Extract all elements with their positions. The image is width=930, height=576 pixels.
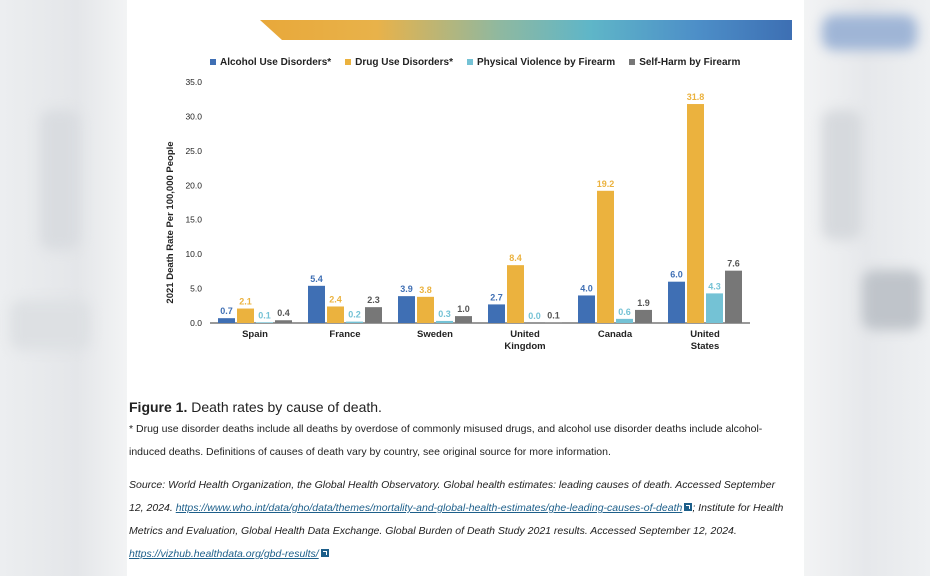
bar (597, 190, 614, 323)
y-tick-label: 5.0 (190, 284, 202, 294)
figure-source: Source: World Health Organization, the G… (129, 474, 789, 566)
legend-label: Drug Use Disorders* (355, 56, 453, 68)
data-label: 2.3 (367, 295, 380, 305)
data-label: 2.7 (490, 292, 503, 302)
bar (417, 296, 434, 323)
figure-label: Figure 1. (129, 399, 188, 415)
data-label: 0.2 (348, 310, 361, 320)
data-label: 7.6 (727, 259, 740, 269)
legend-item-selfharm: Self-Harm by Firearm (629, 57, 740, 68)
data-label: 1.9 (637, 298, 650, 308)
legend-swatch (210, 59, 216, 65)
bar (616, 318, 633, 323)
data-label: 0.6 (618, 307, 631, 317)
legend-item-drug: Drug Use Disorders* (345, 57, 453, 68)
bar (725, 270, 742, 323)
chart-legend: Alcohol Use Disorders* Drug Use Disorder… (210, 55, 740, 69)
header-banner (260, 20, 792, 40)
blurred-shape (822, 15, 917, 50)
bar (436, 320, 453, 323)
y-tick-label: 20.0 (185, 180, 202, 190)
y-axis-label: 2021 Death Rate Per 100,000 People (165, 141, 176, 303)
x-tick-label: France (329, 329, 360, 340)
y-tick-label: 10.0 (185, 249, 202, 259)
bar (365, 307, 382, 323)
x-tick-label: Sweden (417, 329, 453, 340)
blurred-shape (862, 270, 922, 330)
source-text: Source: World Health Organization, the G… (129, 479, 776, 514)
data-label: 0.7 (220, 306, 233, 316)
legend-label: Alcohol Use Disorders* (220, 56, 332, 68)
blurred-shape (10, 300, 90, 350)
x-tick-label: Spain (242, 329, 268, 340)
blurred-shape (822, 110, 862, 240)
data-label: 0.3 (438, 309, 451, 319)
bar (308, 285, 325, 323)
legend-swatch (629, 59, 636, 65)
bar (398, 296, 415, 323)
data-label: 1.0 (457, 304, 470, 314)
bar (706, 293, 723, 323)
bar (545, 322, 562, 323)
bar (668, 281, 685, 323)
y-tick-label: 0.0 (190, 318, 202, 328)
bar (578, 295, 595, 323)
y-tick-label: 35.0 (185, 77, 202, 87)
legend-label: Physical Violence by Firearm (476, 56, 616, 68)
bar (237, 308, 254, 323)
x-tick-label: United (510, 329, 540, 340)
data-label: 6.0 (670, 270, 683, 280)
data-label: 0.0 (528, 311, 541, 321)
bar (275, 320, 292, 323)
bar (488, 304, 505, 323)
blurred-shape (40, 110, 80, 250)
data-label: 4.3 (708, 281, 721, 291)
figure-title: Figure 1. Death rates by cause of death. (129, 398, 789, 416)
data-label: 5.4 (310, 274, 323, 284)
bar (346, 321, 363, 323)
bar (327, 306, 344, 323)
data-label: 19.2 (597, 179, 615, 189)
x-tick-label: Kingdom (504, 341, 545, 352)
bar (455, 316, 472, 323)
y-tick-label: 15.0 (185, 215, 202, 225)
data-label: 31.8 (687, 92, 705, 102)
bar (218, 318, 235, 323)
who-source-link[interactable]: https://www.who.int/data/gho/data/themes… (175, 502, 683, 514)
bar (635, 309, 652, 323)
data-label: 8.4 (509, 253, 522, 263)
figure-note: * Drug use disorder deaths include all d… (129, 423, 763, 458)
source-text-middle: ; Institute for Health Metrics and Evalu… (129, 502, 784, 537)
data-label: 0.4 (277, 308, 290, 318)
x-tick-label: United (690, 329, 720, 340)
bar (687, 104, 704, 323)
legend-swatch (466, 59, 473, 65)
data-label: 4.0 (580, 283, 593, 293)
y-tick-label: 25.0 (185, 146, 202, 156)
background-right (802, 0, 930, 576)
data-label: 0.1 (547, 310, 560, 320)
legend-swatch (345, 59, 352, 65)
external-link-icon (684, 503, 693, 511)
data-label: 3.8 (419, 285, 432, 295)
background-left (0, 0, 128, 576)
data-label: 0.1 (258, 310, 271, 320)
x-tick-label: States (691, 341, 720, 352)
ihme-source-link[interactable]: https://vizhub.healthdata.org/gbd-result… (129, 548, 319, 560)
legend-item-violence: Physical Violence by Firearm (466, 56, 616, 68)
figure-caption: Figure 1. Death rates by cause of death.… (129, 398, 789, 566)
bar-chart: 0.0 5.0 10.0 15.0 20.0 25.0 30.0 35.0 2021 Death… (165, 77, 750, 352)
data-label: 2.1 (239, 297, 252, 307)
bar (507, 265, 524, 323)
y-tick-label: 30.0 (185, 111, 202, 121)
bar (256, 322, 273, 323)
data-label: 3.9 (400, 284, 413, 294)
figure-title-text: Death rates by cause of death. (191, 399, 382, 415)
external-link-icon (320, 549, 329, 557)
data-label: 2.4 (329, 294, 342, 304)
legend-item-alcohol: Alcohol Use Disorders* (210, 57, 331, 68)
legend-label: Self-Harm by Firearm (639, 56, 741, 68)
x-tick-label: Canada (598, 329, 633, 340)
